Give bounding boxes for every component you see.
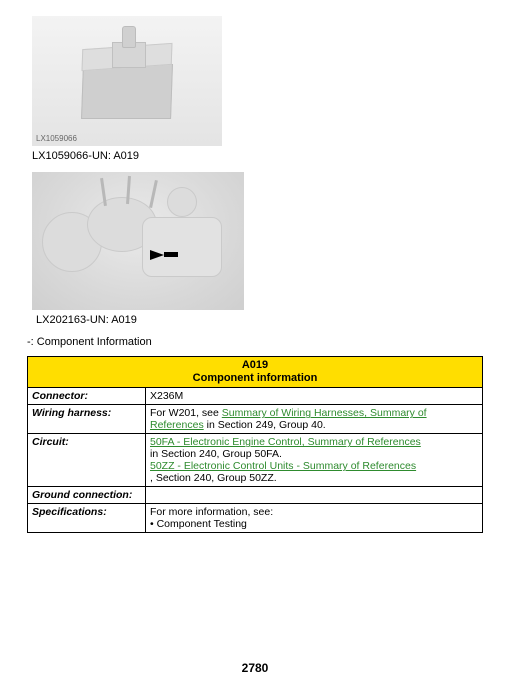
row-label-spec: Specifications: [28, 504, 146, 533]
table-row: Specifications: For more information, se… [28, 504, 483, 533]
page-number: 2780 [0, 661, 510, 675]
row-value-connector: X236M [146, 388, 483, 405]
table-header: A019 Component information [28, 357, 483, 388]
row-label-wiring: Wiring harness: [28, 405, 146, 434]
table-row: Connector: X236M [28, 388, 483, 405]
figure-1-caption: LX1059066-UN: A019 [32, 150, 488, 162]
shape [149, 180, 158, 208]
figure-1-block: LX1059066 LX1059066-UN: A019 [22, 16, 488, 162]
shape [167, 187, 197, 217]
row-label-connector: Connector: [28, 388, 146, 405]
figure-2-image [32, 172, 244, 310]
circuit-suffix-2: , Section 240, Group 50ZZ. [150, 472, 277, 484]
shape [142, 217, 222, 277]
wiring-prefix: For W201, see [150, 407, 222, 419]
circuit-suffix-1: in Section 240, Group 50FA. [150, 448, 282, 460]
figure-1-image: LX1059066 [32, 16, 222, 146]
cylinder-shape [122, 26, 136, 48]
circuit-link-2[interactable]: 50ZZ - Electronic Control Units - Summar… [150, 460, 416, 472]
circuit-link-1[interactable]: 50FA - Electronic Engine Control, Summar… [150, 436, 421, 448]
row-label-circuit: Circuit: [28, 434, 146, 487]
row-label-ground: Ground connection: [28, 487, 146, 504]
figure-2-block: LX202163-UN: A019 [22, 172, 488, 326]
arrow-icon [150, 250, 164, 260]
table-row: Ground connection: [28, 487, 483, 504]
row-value-ground [146, 487, 483, 504]
block-shape [81, 64, 173, 119]
row-value-spec: For more information, see: • Component T… [146, 504, 483, 533]
component-info-heading: -: Component Information [27, 336, 488, 348]
arrow-tail [164, 252, 178, 257]
spec-line2: • Component Testing [150, 518, 247, 530]
header-title: Component information [193, 372, 318, 384]
figure-2-caption: LX202163-UN: A019 [36, 314, 488, 326]
wiring-suffix: in Section 249, Group 40. [207, 419, 326, 431]
header-code: A019 [242, 359, 268, 371]
row-value-circuit: 50FA - Electronic Engine Control, Summar… [146, 434, 483, 487]
table-row: Wiring harness: For W201, see Summary of… [28, 405, 483, 434]
component-info-table: A019 Component information Connector: X2… [27, 356, 483, 533]
row-value-wiring: For W201, see Summary of Wiring Harnesse… [146, 405, 483, 434]
table-header-row: A019 Component information [28, 357, 483, 388]
figure-1-graphic [32, 16, 222, 146]
table-row: Circuit: 50FA - Electronic Engine Contro… [28, 434, 483, 487]
spec-line1: For more information, see: [150, 506, 273, 518]
figure-1-internal-label: LX1059066 [36, 134, 77, 143]
